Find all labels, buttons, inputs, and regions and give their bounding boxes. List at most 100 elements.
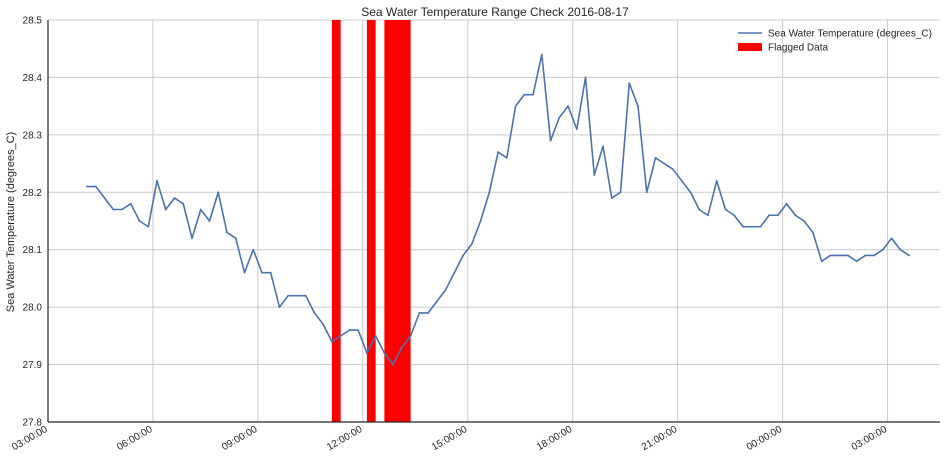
data-point xyxy=(812,231,814,234)
y-tick-label: 28.3 xyxy=(23,130,43,141)
data-point xyxy=(199,208,202,211)
data-point xyxy=(733,214,736,217)
data-point xyxy=(366,352,368,354)
y-tick-label: 28.2 xyxy=(23,188,43,199)
y-tick-label: 27.9 xyxy=(23,360,43,371)
data-point xyxy=(663,162,666,165)
data-point xyxy=(497,151,499,153)
data-point xyxy=(173,197,176,199)
x-tick-label: 15:00:00 xyxy=(430,424,470,453)
data-point xyxy=(261,271,263,274)
data-point xyxy=(269,271,272,274)
data-point xyxy=(724,208,727,211)
data-point xyxy=(339,334,342,337)
y-tick-label: 28.0 xyxy=(23,303,43,314)
data-point xyxy=(873,254,876,257)
legend: Sea Water Temperature (degrees_C) Flagged… xyxy=(738,29,932,54)
x-tick-label: 00:00:00 xyxy=(745,424,785,453)
data-point xyxy=(820,260,823,263)
data-point xyxy=(777,214,779,217)
data-point xyxy=(890,237,893,240)
data-point xyxy=(785,202,788,205)
series-layer xyxy=(86,53,911,366)
data-point xyxy=(908,254,911,257)
data-point xyxy=(768,214,771,217)
data-point xyxy=(855,260,858,263)
data-point xyxy=(313,311,316,314)
data-point xyxy=(540,53,543,56)
data-point xyxy=(829,254,832,257)
data-point xyxy=(672,168,674,171)
data-point xyxy=(121,208,123,211)
data-point xyxy=(427,311,430,314)
y-tick-label: 27.8 xyxy=(23,418,43,429)
data-point xyxy=(191,237,193,240)
data-point xyxy=(208,220,211,222)
data-point xyxy=(217,191,220,194)
data-point xyxy=(803,220,806,222)
data-point xyxy=(226,231,228,234)
data-point xyxy=(593,174,596,176)
y-tick-label: 28.1 xyxy=(23,245,43,256)
data-point xyxy=(514,105,517,108)
tick-labels: 27.8 27.9 28.0 28.1 28.2 28.3 28.4 28.5 03:00:00… xyxy=(10,16,889,454)
data-point xyxy=(707,214,709,217)
data-point xyxy=(112,208,115,211)
data-point xyxy=(628,82,631,85)
data-point xyxy=(846,254,849,257)
data-point xyxy=(392,363,395,366)
x-tick-label: 06:00:00 xyxy=(115,424,155,453)
data-point xyxy=(575,128,578,131)
data-point xyxy=(156,179,158,182)
x-tick-label: 21:00:00 xyxy=(640,424,680,453)
flagged-ranges xyxy=(331,20,411,422)
data-point xyxy=(584,76,587,79)
data-point xyxy=(549,139,552,142)
data-point xyxy=(147,225,150,228)
data-point xyxy=(129,202,132,205)
data-point xyxy=(418,311,421,314)
data-point xyxy=(182,202,185,205)
legend-label: Sea Water Temperature (degrees_C) xyxy=(768,29,932,40)
data-point xyxy=(94,185,97,188)
data-point xyxy=(296,294,298,297)
y-tick-label: 28.5 xyxy=(23,16,43,27)
data-point xyxy=(619,191,622,194)
data-point xyxy=(558,116,561,119)
x-tick-label: 09:00:00 xyxy=(220,424,260,453)
x-tick-label: 03:00:00 xyxy=(850,424,890,453)
data-point xyxy=(881,248,884,251)
data-point xyxy=(567,105,569,108)
legend-patch-swatch xyxy=(738,43,762,51)
data-point xyxy=(479,220,482,222)
data-point xyxy=(374,334,377,337)
data-point xyxy=(899,248,902,251)
legend-label: Flagged Data xyxy=(768,43,828,54)
data-point xyxy=(680,179,683,182)
data-point xyxy=(252,248,255,251)
data-point xyxy=(409,334,412,337)
chart-title: Sea Water Temperature Range Check 2016-0… xyxy=(361,5,629,19)
grid xyxy=(47,19,940,423)
flagged-range-bar xyxy=(331,20,341,422)
data-point xyxy=(462,254,465,257)
data-point xyxy=(742,225,744,228)
data-point xyxy=(453,271,456,274)
flagged-range-bar xyxy=(366,20,376,422)
x-tick-label: 18:00:00 xyxy=(535,424,575,453)
data-point xyxy=(488,191,491,194)
data-point xyxy=(331,340,333,343)
data-point xyxy=(322,323,325,326)
data-point xyxy=(794,214,797,217)
data-point xyxy=(86,185,88,188)
data-point xyxy=(864,254,867,257)
data-point xyxy=(470,243,473,245)
data-point xyxy=(505,156,508,159)
data-point xyxy=(610,197,613,199)
flagged-range-bar xyxy=(384,20,411,422)
data-point xyxy=(444,289,447,291)
data-point xyxy=(654,156,657,159)
data-point xyxy=(103,197,106,199)
data-point xyxy=(164,208,167,211)
